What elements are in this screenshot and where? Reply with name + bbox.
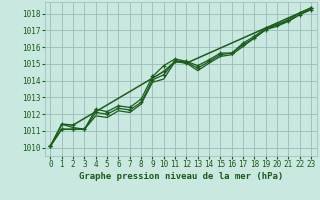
X-axis label: Graphe pression niveau de la mer (hPa): Graphe pression niveau de la mer (hPa)	[79, 172, 283, 181]
